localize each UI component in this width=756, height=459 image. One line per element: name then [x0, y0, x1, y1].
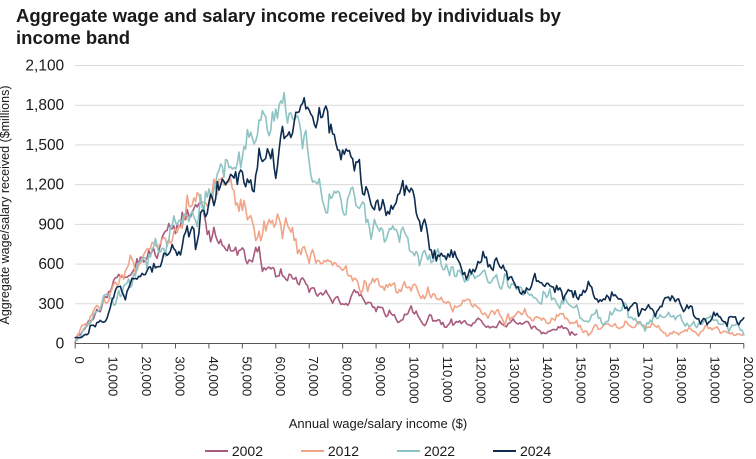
svg-text:1,800: 1,800: [25, 97, 64, 114]
svg-text:150,000: 150,000: [574, 357, 589, 404]
svg-text:70,000: 70,000: [306, 357, 321, 397]
svg-text:900: 900: [38, 216, 64, 233]
svg-text:10,000: 10,000: [106, 357, 121, 397]
svg-text:1,200: 1,200: [25, 177, 64, 194]
svg-text:50,000: 50,000: [239, 357, 254, 397]
svg-text:200,000: 200,000: [741, 357, 756, 404]
svg-text:100,000: 100,000: [407, 357, 422, 404]
svg-text:20,000: 20,000: [139, 357, 154, 397]
svg-text:300: 300: [38, 296, 64, 313]
svg-text:30,000: 30,000: [172, 357, 187, 397]
svg-text:160,000: 160,000: [607, 357, 622, 404]
svg-text:170,000: 170,000: [641, 357, 656, 404]
svg-text:0: 0: [56, 336, 65, 353]
svg-text:90,000: 90,000: [373, 357, 388, 397]
svg-text:130,000: 130,000: [507, 357, 522, 404]
svg-text:110,000: 110,000: [440, 357, 455, 403]
svg-text:60,000: 60,000: [273, 357, 288, 397]
svg-text:0: 0: [72, 357, 87, 364]
svg-text:40,000: 40,000: [206, 357, 221, 397]
svg-text:80,000: 80,000: [340, 357, 355, 397]
svg-text:190,000: 190,000: [707, 357, 722, 404]
svg-text:180,000: 180,000: [674, 357, 689, 404]
svg-text:1,500: 1,500: [25, 137, 64, 154]
svg-text:2,100: 2,100: [25, 58, 64, 75]
svg-text:120,000: 120,000: [473, 357, 488, 404]
svg-text:600: 600: [38, 256, 64, 273]
svg-text:140,000: 140,000: [540, 357, 555, 404]
